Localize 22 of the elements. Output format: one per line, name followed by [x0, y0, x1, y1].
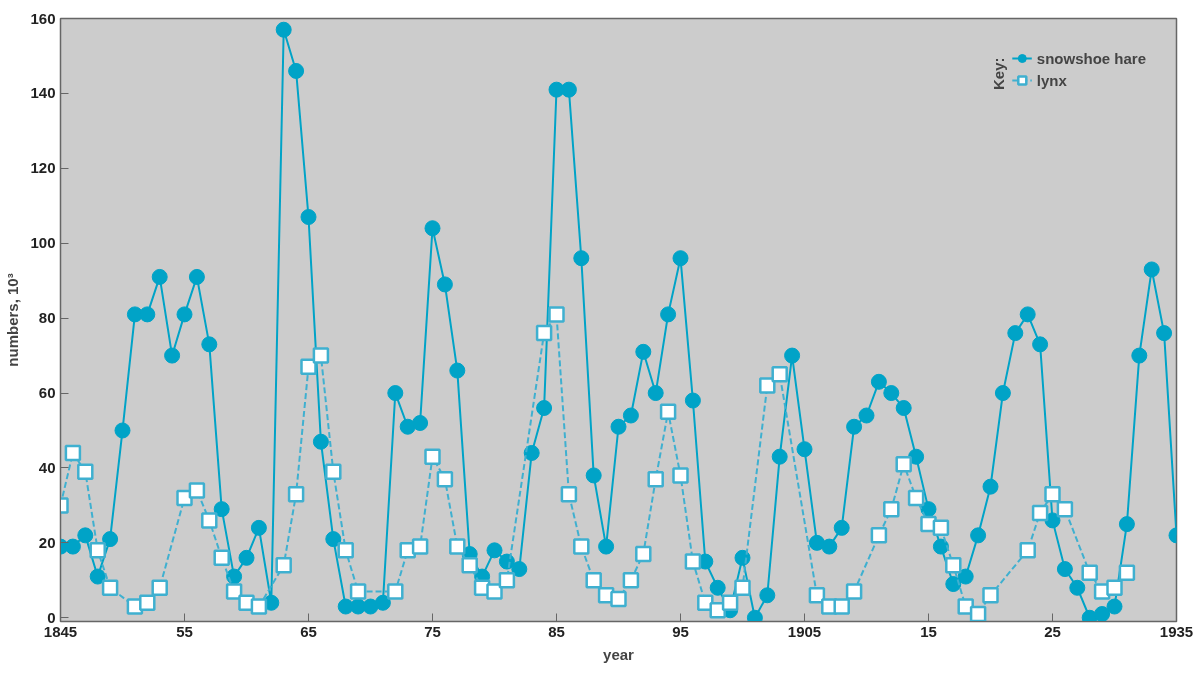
- x-tick-label: 55: [176, 622, 193, 640]
- legend-label: snowshoe hare: [1036, 49, 1146, 67]
- y-tick-label: 40: [38, 458, 56, 476]
- x-tick-label: 85: [548, 622, 565, 640]
- x-tick-label: 95: [672, 622, 689, 640]
- y-tick-label: 80: [38, 309, 56, 327]
- x-tick-label: 15: [920, 622, 937, 640]
- y-tick-label: 60: [38, 384, 56, 402]
- y-tick-label: 160: [30, 9, 56, 27]
- x-tick-label: 1935: [1159, 622, 1194, 640]
- y-tick-label: 100: [30, 234, 56, 252]
- legend-label: lynx: [1036, 71, 1067, 89]
- x-axis-title: year: [603, 645, 635, 663]
- x-tick-label: 75: [424, 622, 441, 640]
- y-tick-label: 120: [30, 159, 56, 177]
- x-tick-label: 65: [300, 622, 317, 640]
- y-tick-label: 20: [38, 533, 56, 551]
- legend-title: Key:: [989, 56, 1007, 90]
- y-axis-title: numbers, 10³: [4, 273, 22, 367]
- y-tick-label: 140: [30, 84, 56, 102]
- x-tick-label: 25: [1044, 622, 1061, 640]
- x-tick-label: 1905: [787, 622, 822, 640]
